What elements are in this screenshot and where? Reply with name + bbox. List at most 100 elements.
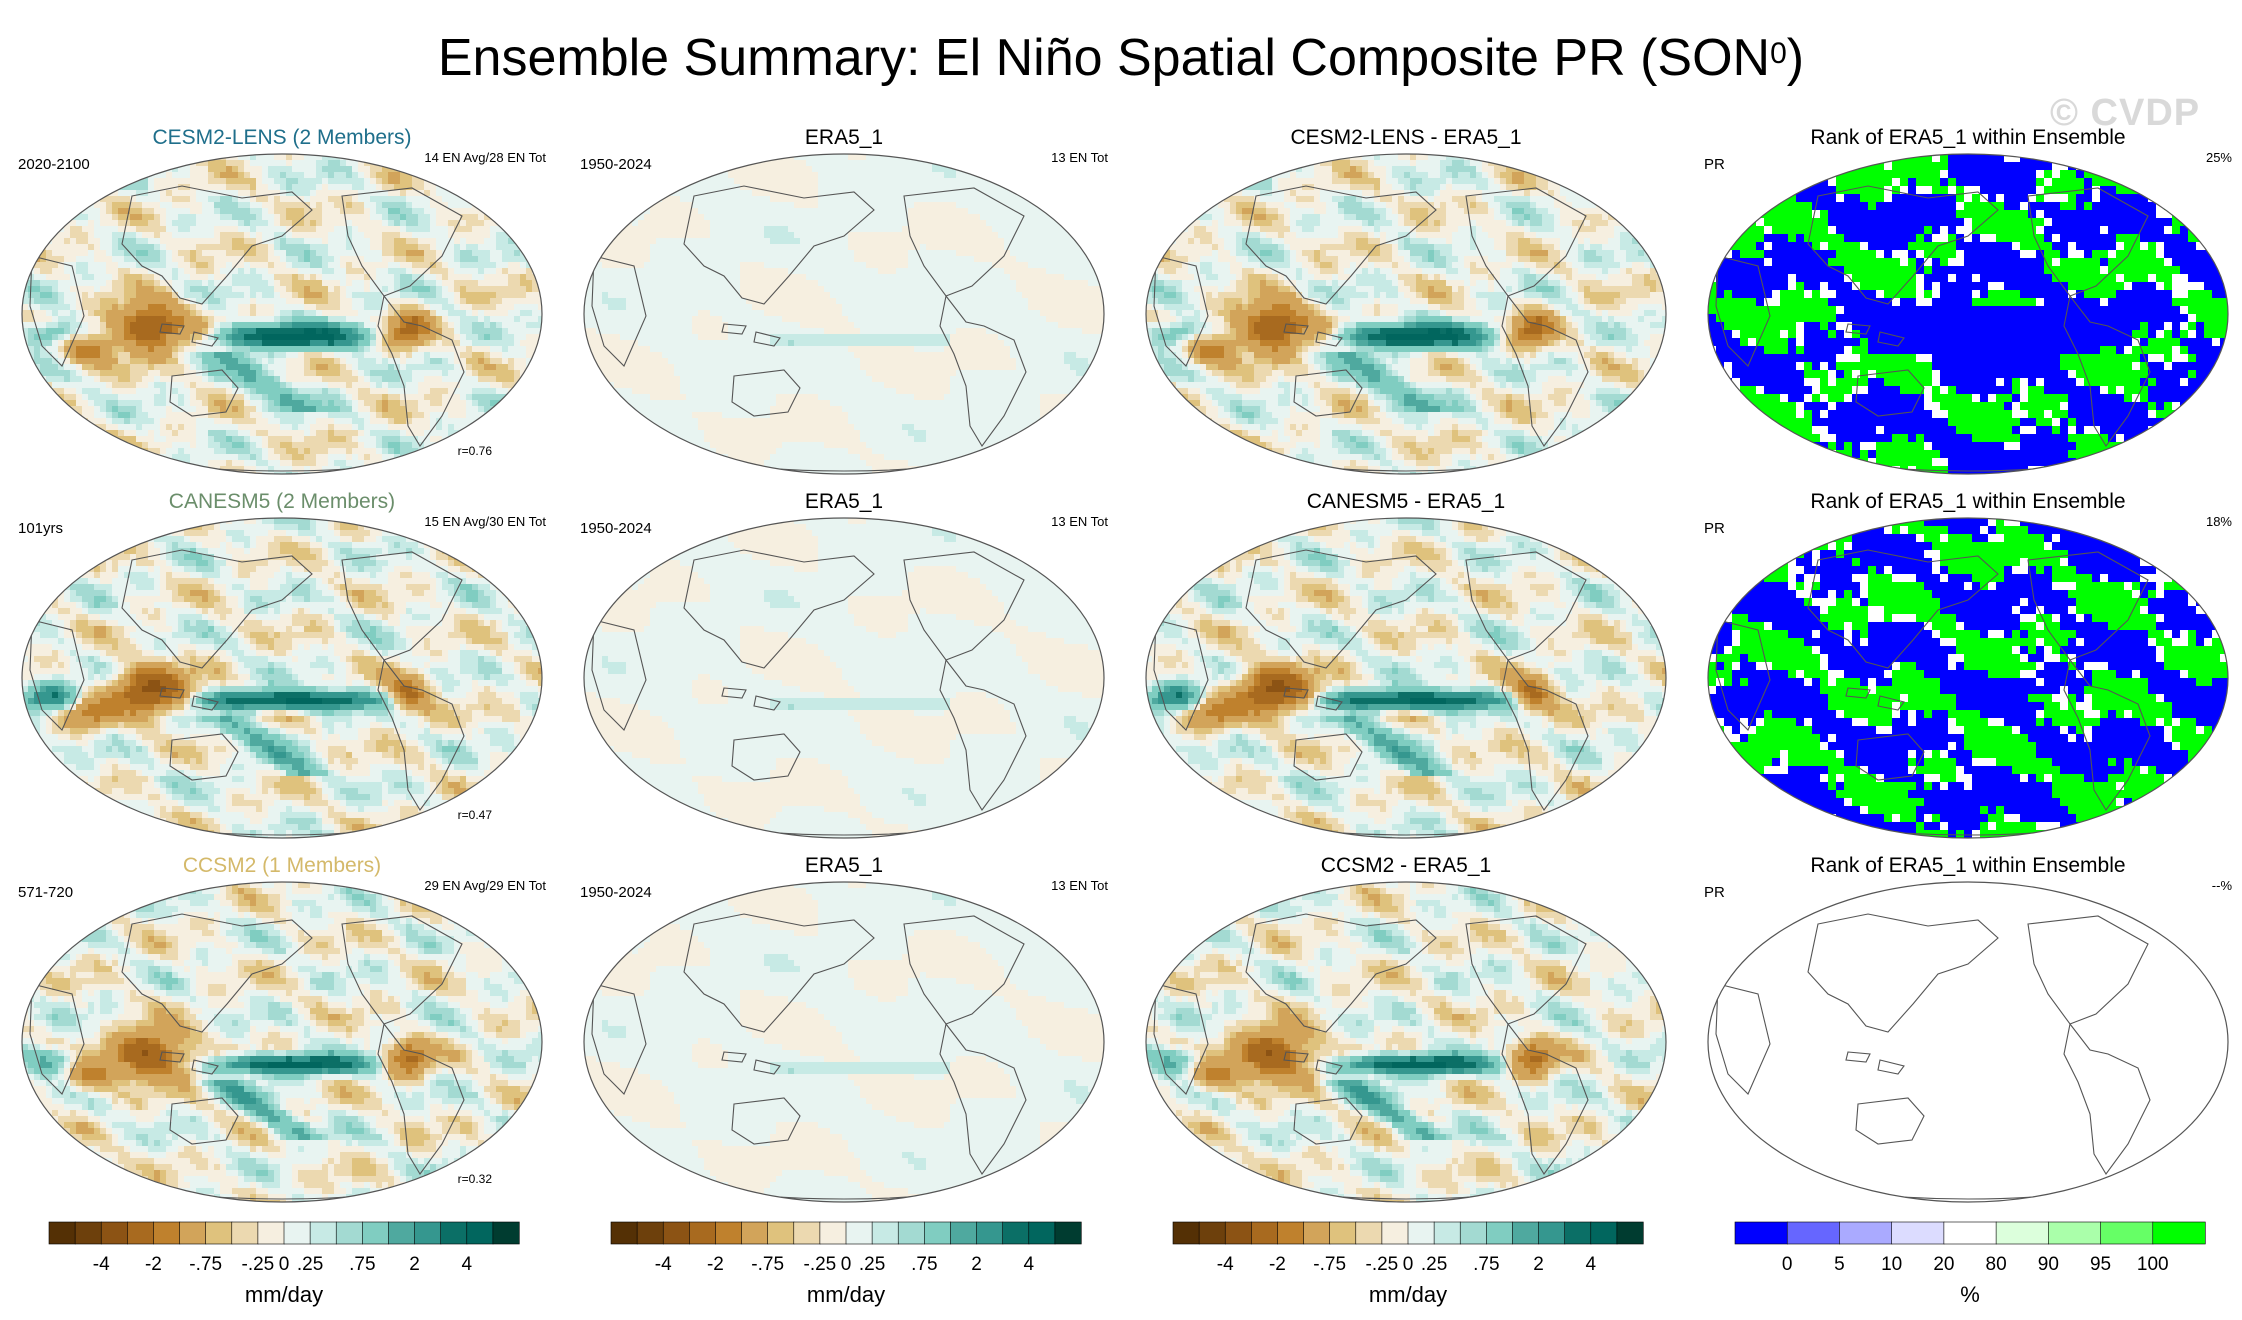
colorbar-swatch [1891,1221,1945,1245]
panel-obs-row1: ERA5_1 1950-2024 13 EN Tot [574,490,1114,850]
panel-title: ERA5_1 [574,126,1114,150]
colorbar-tick-label: 4 [1585,1254,1596,1275]
map-model [21,153,543,475]
colorbar-tick-label: .25 [297,1254,323,1275]
event-count-label: 18% [2206,514,2232,529]
colorbar-tick-label: -.25 [804,1254,837,1275]
colorbar-swatch [950,1221,978,1245]
panel-rank_empty-row2: Rank of ERA5_1 within Ensemble PR --% [1698,854,2238,1214]
panel-model-row2: CCSM2 (1 Members) 571-720 29 EN Avg/29 EN … [12,854,552,1214]
event-count-label: 29 EN Avg/29 EN Tot [424,878,546,893]
colorbar-swatch [845,1221,873,1245]
colorbar-swatch [335,1221,363,1245]
map-diff [1145,517,1667,839]
colorbar-swatch [127,1221,155,1245]
map-rank [1707,517,2229,839]
colorbar-swatch [1943,1221,1997,1245]
panel-title: Rank of ERA5_1 within Ensemble [1698,126,2238,150]
colorbar-tick-label: 100 [2137,1254,2169,1275]
colorbar-tick-label: 20 [1933,1254,1954,1275]
panel-title: Rank of ERA5_1 within Ensemble [1698,854,2238,878]
colorbar-tick-label: 90 [2038,1254,2059,1275]
colorbar-swatch [1277,1221,1305,1245]
colorbar-unit: mm/day [1168,1282,1648,1308]
event-count-label: 14 EN Avg/28 EN Tot [424,150,546,165]
colorbar-unit: % [1730,1282,2210,1308]
colorbar-tick-label: 80 [1986,1254,2007,1275]
colorbar-tick-label: .25 [859,1254,885,1275]
colorbar-unit: mm/day [606,1282,1086,1308]
colorbar-swatch [636,1221,664,1245]
colorbar-swatch [1512,1221,1540,1245]
colorbar-swatch [1381,1221,1409,1245]
colorbar-swatch [871,1221,899,1245]
colorbar-tick-label: 2 [409,1254,420,1275]
colorbar-swatch [662,1221,690,1245]
period-label: 1950-2024 [580,520,652,537]
colorbar-swatch [257,1221,285,1245]
colorbar-swatch [283,1221,311,1245]
map-rank [1707,153,2229,475]
event-count-label: --% [2212,878,2232,893]
colorbar-tick-label: -.75 [189,1254,222,1275]
map-obs [583,153,1105,475]
colorbar-swatch [1054,1221,1082,1245]
panel-title: CANESM5 - ERA5_1 [1136,490,1676,514]
panel-diff-row1: CANESM5 - ERA5_1 [1136,490,1676,850]
colorbar-tick-label: .25 [1421,1254,1447,1275]
map-diff [1145,881,1667,1203]
colorbar-swatch [819,1221,847,1245]
colorbar-swatch [1839,1221,1893,1245]
colorbar-tick-label: -4 [655,1254,672,1275]
colorbar-swatch [153,1221,181,1245]
map-obs [583,881,1105,1203]
period-label: 1950-2024 [580,884,652,901]
colorbar-swatch [924,1221,952,1245]
panel-model-row0: CESM2-LENS (2 Members) 2020-2100 14 EN Avg… [12,126,552,486]
panel-title: Rank of ERA5_1 within Ensemble [1698,490,2238,514]
colorbar-swatch [309,1221,337,1245]
panel-diff-row2: CCSM2 - ERA5_1 [1136,854,1676,1214]
pattern-correlation-label: r=0.32 [458,1172,492,1186]
colorbar-tick-label: 10 [1881,1254,1902,1275]
colorbar-swatch [1028,1221,1056,1245]
colorbar-tick-label: 0 [279,1254,290,1275]
panel-obs-row2: ERA5_1 1950-2024 13 EN Tot [574,854,1114,1214]
period-label: PR [1704,520,1725,537]
event-count-label: 13 EN Tot [1051,514,1108,529]
period-label: 1950-2024 [580,156,652,173]
panel-model-row1: CANESM5 (2 Members) 101yrs 15 EN Avg/30 EN… [12,490,552,850]
colorbar-swatch [100,1221,128,1245]
period-label: PR [1704,156,1725,173]
period-label: PR [1704,884,1725,901]
panel-title: CANESM5 (2 Members) [12,490,552,514]
pr-colorbar: -4 -2 -.75 -.25 0 .25 .75 2 4 mm/day [1168,1218,1648,1318]
colorbar-swatch [1564,1221,1592,1245]
colorbar-swatch [1329,1221,1357,1245]
colorbar-tick-label: -.75 [1313,1254,1346,1275]
colorbar-swatch [741,1221,769,1245]
colorbar-tick-label: 5 [1834,1254,1845,1275]
colorbar-swatch [689,1221,717,1245]
colorbar-tick-label: -2 [1269,1254,1286,1275]
event-count-label: 13 EN Tot [1051,878,1108,893]
colorbar-swatch [2048,1221,2102,1245]
colorbar-tick-label: 0 [1403,1254,1414,1275]
rank-colorbar: 0 5 10 20 80 90 95 100% [1730,1218,2210,1318]
colorbar-tick-label: 2 [1533,1254,1544,1275]
figure-title: Ensemble Summary: El Niño Spatial Compos… [0,28,2242,88]
colorbar-swatch [610,1221,638,1245]
panel-title: ERA5_1 [574,490,1114,514]
colorbar-swatch [1407,1221,1435,1245]
colorbar-swatch [2152,1221,2206,1245]
colorbar-tick-label: 0 [1782,1254,1793,1275]
colorbar-swatch [1616,1221,1644,1245]
colorbar-swatch [897,1221,925,1245]
pr-colorbar: -4 -2 -.75 -.25 0 .25 .75 2 4 mm/day [606,1218,1086,1318]
colorbar-tick-label: 4 [1023,1254,1034,1275]
colorbar-swatch [1486,1221,1514,1245]
panel-title: CESM2-LENS - ERA5_1 [1136,126,1676,150]
colorbar-tick-label: 2 [971,1254,982,1275]
map-model [21,517,543,839]
colorbar-swatch [440,1221,468,1245]
